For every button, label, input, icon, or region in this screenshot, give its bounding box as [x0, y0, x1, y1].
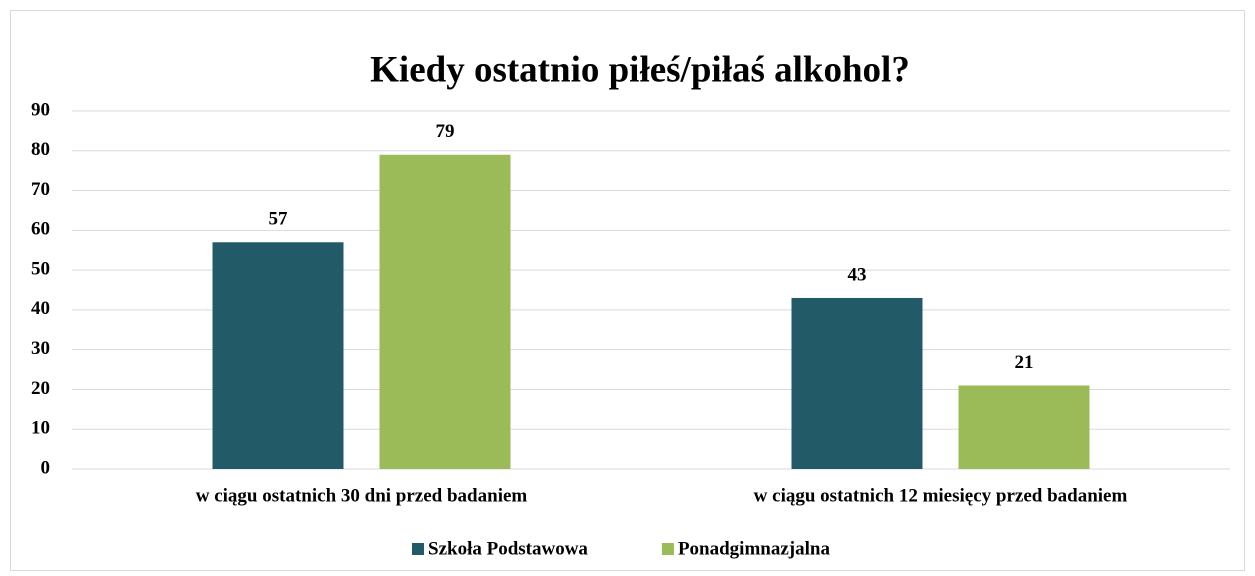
x-tick-label: w ciągu ostatnich 12 miesięcy przed bada… — [754, 485, 1128, 506]
y-tick-label: 20 — [31, 378, 50, 399]
data-label: 43 — [848, 264, 867, 285]
y-tick-label: 60 — [31, 219, 50, 240]
y-tick-label: 40 — [31, 298, 50, 319]
data-label: 21 — [1015, 352, 1034, 373]
legend-swatch — [661, 543, 674, 555]
data-label: 57 — [269, 209, 289, 230]
bar — [958, 385, 1090, 469]
y-tick-label: 50 — [31, 258, 50, 279]
legend-label: Szkoła Podstawowa — [428, 538, 588, 559]
bar — [791, 297, 923, 469]
y-tick-label: 70 — [31, 179, 50, 200]
bar — [379, 154, 511, 469]
legend-swatch — [412, 543, 424, 555]
legend-label: Ponadgimnazjalna — [678, 538, 831, 559]
y-tick-label: 90 — [31, 99, 50, 120]
y-tick-label: 0 — [41, 457, 51, 478]
chart-title: Kiedy ostatnio piłeś/piłaś alkohol? — [370, 49, 910, 90]
y-tick-label: 30 — [31, 338, 50, 359]
data-label: 79 — [436, 121, 455, 142]
y-tick-label: 80 — [31, 139, 50, 160]
bar — [212, 242, 344, 469]
x-tick-label: w ciągu ostatnich 30 dni przed badaniem — [196, 485, 528, 506]
y-tick-label: 10 — [31, 418, 50, 439]
